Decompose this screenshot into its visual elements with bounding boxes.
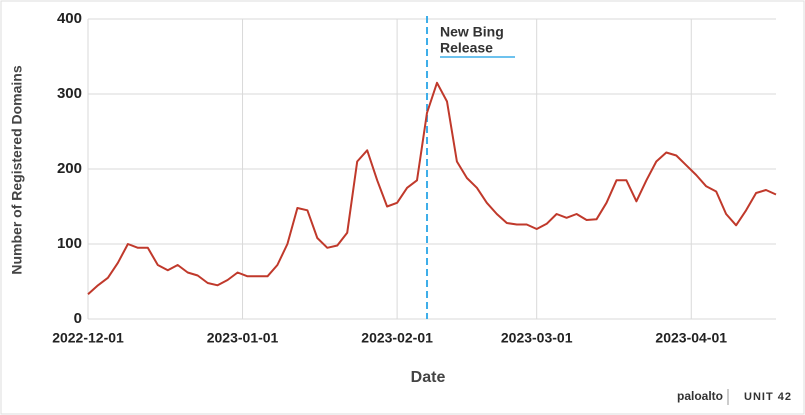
annotation-text: New Bing xyxy=(440,24,504,40)
y-tick-label: 400 xyxy=(57,10,82,27)
logo-unit42: UNIT 42 xyxy=(744,391,792,403)
x-axis-label: Date xyxy=(411,369,446,386)
x-tick-label: 2023-01-01 xyxy=(207,330,279,346)
y-axis-label: Number of Registered Domains xyxy=(9,65,25,274)
y-tick-label: 200 xyxy=(57,160,82,177)
x-tick-label: 2023-03-01 xyxy=(501,330,573,346)
data-line xyxy=(87,81,777,296)
y-tick-label: 300 xyxy=(57,85,82,102)
y-tick-label: 0 xyxy=(74,310,82,327)
y-tick-label: 100 xyxy=(57,235,82,252)
x-tick-label: 2023-04-01 xyxy=(655,330,727,346)
x-tick-label: 2022-12-01 xyxy=(52,330,124,346)
logo-paloalto: paloalto xyxy=(677,389,723,403)
x-tick-label: 2023-02-01 xyxy=(361,330,433,346)
annotation-text: Release xyxy=(440,40,493,56)
